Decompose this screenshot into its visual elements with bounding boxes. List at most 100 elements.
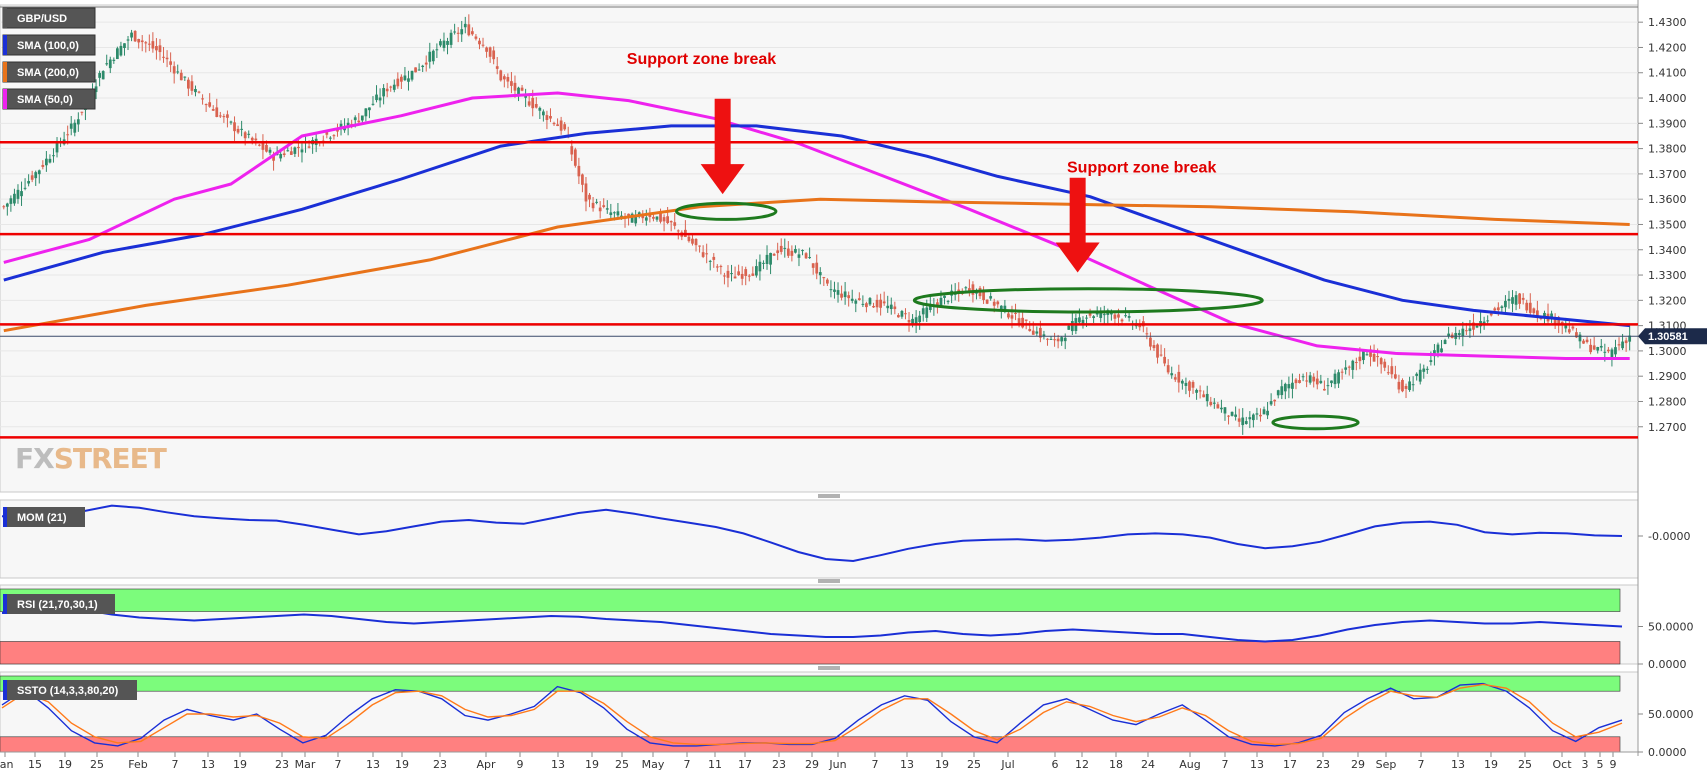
candle-body [1372,353,1376,362]
price-tick-label: 1.2900 [1648,370,1687,383]
candle-body [797,254,801,258]
candle-body [1081,319,1085,324]
candle-body [1145,333,1149,335]
candle-body [1212,402,1216,404]
candle-body [605,208,609,210]
candle-body [1283,383,1287,392]
candle-body [1149,337,1152,347]
x-tick-label: 23 [772,758,786,770]
candle-body [1305,380,1308,382]
price-tick-label: 1.3000 [1648,345,1687,358]
candle-body [893,306,897,310]
candle-body [233,122,236,132]
candle-body [5,203,9,207]
candle-body [250,137,254,141]
candle-body [446,41,449,45]
candle-body [705,253,709,255]
candle-body [371,103,375,105]
candle-body [1205,393,1209,402]
candle-body [1280,386,1284,396]
candle-body [865,303,868,308]
candle-body [776,250,780,254]
x-tick-label: Aug [1179,758,1200,770]
candle-body [907,319,911,323]
candle-body [495,66,499,69]
candle-body [1113,314,1117,319]
candle-body [939,297,943,307]
candle-body [1156,344,1159,358]
candle-body [1390,366,1394,375]
x-tick-label: 29 [1351,758,1365,770]
price-tick-label: 1.3700 [1648,168,1687,181]
candle-body [48,158,52,163]
candle-body [577,165,581,177]
candle-body [1589,344,1592,353]
candle-body [272,155,275,161]
candle-body [1102,314,1106,316]
candle-body [1394,374,1397,379]
candle-body [499,70,503,81]
candle-body [712,256,716,260]
ssto-line-d [1,683,1623,746]
candle-body [1170,373,1174,376]
candle-body [16,189,20,199]
candle-body [1415,373,1419,376]
candle-body [527,101,531,106]
candle-body [1330,380,1333,384]
sma-line-200 [3,197,1630,333]
candle-body [968,288,971,293]
candle-body [818,272,822,276]
candle-body [169,61,172,65]
x-tick-label: Feb [128,758,147,770]
candle-body [1177,371,1181,383]
sma-line-500 [3,91,1630,360]
legend-item: GBP/USD [2,7,96,29]
candle-body [637,212,641,216]
candle-body [396,78,400,87]
candle-body [1496,307,1500,311]
candle-body [478,40,481,45]
candle-body [66,134,70,136]
candle-body [1017,318,1021,326]
candle-body [1599,345,1603,348]
x-tick-label: 13 [551,758,565,770]
x-tick-label: 7 [1222,758,1229,770]
candle-body [240,128,243,130]
candle-body [119,45,123,56]
candle-body [1173,377,1177,380]
x-tick-label: 9 [517,758,524,770]
rsi-band [0,641,1621,665]
candle-body [694,238,698,246]
candle-body [1035,331,1039,334]
candle-body [382,87,385,97]
candle-body [130,32,133,38]
candle-body [492,50,496,60]
x-tick-label: 9 [1610,758,1617,770]
candle-body [584,183,588,202]
candle-body [108,59,112,69]
candle-body [378,97,382,101]
candle-body [94,86,98,93]
candle-body [410,70,414,80]
candle-body [772,253,776,256]
candle-body [2,206,6,208]
legend-item: SMA (200,0) [2,61,96,83]
candle-body [1603,351,1607,353]
candle-body [928,304,932,310]
candle-body [1138,325,1142,328]
candle-body [985,299,989,304]
candle-body [737,271,740,276]
legend-swatch [3,89,7,109]
candle-body [549,116,552,119]
candle-body [911,318,914,324]
candle-body [1085,317,1088,319]
candle-body [1021,317,1024,328]
candle-body [126,39,130,41]
candle-body [463,23,467,28]
x-tick-label: 19 [1484,758,1498,770]
highlight-ellipse [912,287,1264,314]
candle-body [165,57,169,60]
candle-body [1223,407,1227,414]
candle-body [1436,344,1440,353]
